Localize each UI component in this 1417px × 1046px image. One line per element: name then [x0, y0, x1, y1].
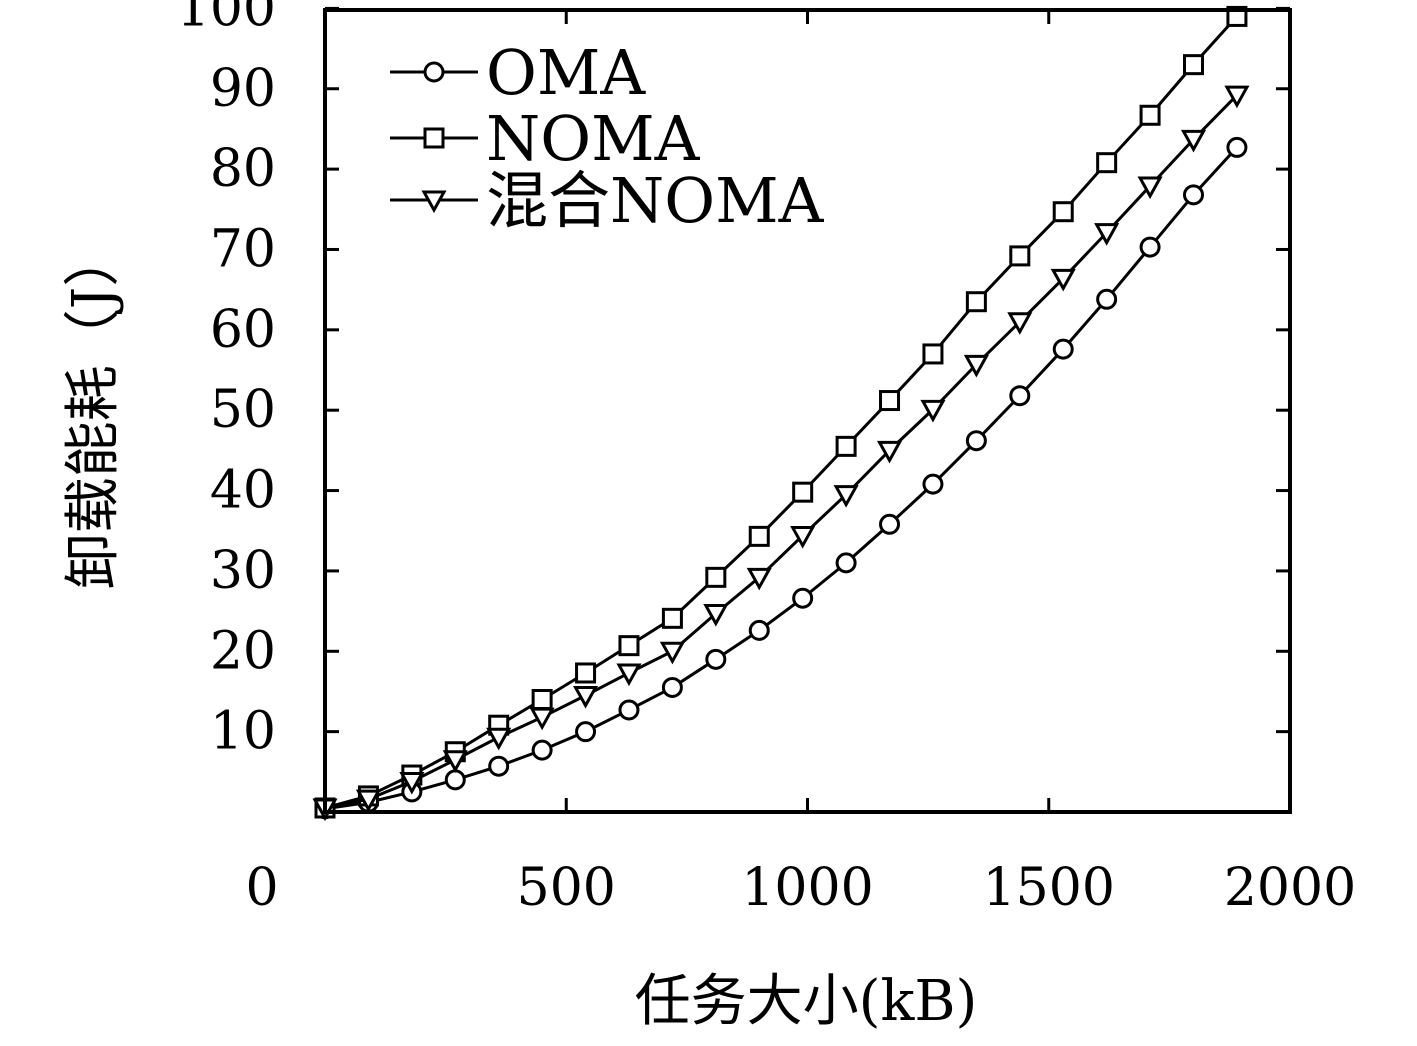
legend-label: OMA: [486, 36, 646, 109]
data-point-triangle-down: [746, 567, 772, 591]
legend-entry: 混合NOMA: [390, 164, 825, 237]
y-axis-title: 卸载能耗（J）: [61, 231, 126, 589]
legend-marker-square: [423, 127, 445, 149]
data-point-circle: [1052, 338, 1074, 360]
y-tick-label: 70: [210, 219, 276, 279]
data-point-triangle-down: [659, 641, 685, 665]
data-point-circle: [444, 769, 466, 791]
y-tick-label: 60: [210, 300, 276, 360]
data-point-triangle-down: [790, 526, 816, 549]
data-point-square: [965, 291, 987, 313]
data-point-square: [618, 635, 640, 657]
y-tick-label: 90: [210, 59, 276, 119]
data-point-triangle-down: [1007, 312, 1033, 335]
x-tick-label: 1500: [983, 858, 1115, 918]
plot-border: [323, 8, 1292, 814]
data-point-triangle-down: [616, 663, 642, 687]
data-point-circle: [1139, 236, 1161, 258]
data-point-triangle-down: [833, 485, 859, 508]
y-tick-label: 30: [210, 541, 276, 601]
data-point-triangle-down: [355, 789, 381, 813]
data-point-circle: [661, 676, 683, 698]
data-point-circle: [965, 430, 987, 452]
data-point-triangle-down: [529, 707, 555, 731]
data-point-triangle-down: [442, 750, 468, 773]
data-point-circle: [922, 473, 944, 495]
data-point-triangle-down: [399, 771, 425, 795]
data-point-circle: [879, 513, 901, 535]
series-square: [314, 5, 1248, 819]
data-point-triangle-down: [703, 604, 729, 627]
data-point-circle: [1096, 288, 1118, 310]
data-point-circle: [575, 721, 597, 743]
data-point-square: [661, 607, 683, 629]
data-point-circle: [705, 648, 727, 670]
data-point-circle: [531, 739, 553, 761]
legend-marker-triangle-down: [421, 190, 447, 214]
axis-ticks: 0 500 1000 1500 2000 10 20 30 40 50 60 70 80 90 100: [177, 0, 1356, 918]
x-tick-label: 500: [517, 858, 616, 918]
data-point-square: [575, 662, 597, 684]
legend-entry: OMA: [390, 36, 646, 109]
data-point-triangle-down: [963, 354, 989, 378]
data-point-square: [835, 435, 857, 457]
legend-marker-circle: [423, 61, 445, 83]
data-point-triangle-down: [1180, 129, 1207, 153]
y-tick-label: 80: [210, 139, 276, 199]
y-tick-label: 50: [210, 380, 276, 440]
data-point-triangle-down: [1137, 176, 1163, 200]
y-tick-label: 10: [210, 702, 276, 762]
legend-entry: NOMA: [390, 102, 701, 175]
data-point-triangle-down: [920, 399, 946, 423]
data-point-triangle-down: [1050, 268, 1076, 292]
data-point-square: [1183, 54, 1204, 76]
data-point-square: [748, 525, 770, 547]
series-triangle-down: [312, 85, 1250, 822]
plot-marks: [312, 5, 1250, 822]
legend-label: 混合NOMA: [486, 164, 825, 237]
data-point-triangle-down: [486, 727, 512, 751]
x-tick-label: 0: [245, 858, 278, 918]
data-point-square: [705, 566, 727, 588]
y-tick-label: 100: [177, 0, 276, 38]
data-point-square: [879, 390, 901, 412]
x-tick-label: 2000: [1224, 858, 1356, 918]
legend-label: NOMA: [486, 102, 701, 175]
data-point-square: [531, 688, 553, 710]
x-tick-label: 1000: [741, 858, 873, 918]
data-point-circle: [1183, 184, 1204, 206]
data-point-triangle-down: [573, 685, 599, 709]
data-point-triangle-down: [1094, 223, 1120, 246]
series-line: [324, 94, 1238, 810]
data-point-circle: [618, 699, 640, 721]
data-point-square: [1009, 245, 1031, 267]
y-tick-label: 40: [210, 461, 276, 521]
data-point-square: [922, 343, 944, 365]
data-point-square: [1096, 152, 1118, 174]
series-line: [324, 15, 1239, 810]
data-point-triangle-down: [876, 440, 903, 464]
data-point-circle: [1226, 136, 1248, 158]
data-point-triangle-down: [1224, 85, 1250, 109]
data-point-circle: [748, 619, 770, 641]
data-point-square: [1139, 104, 1161, 126]
data-point-circle: [792, 587, 814, 609]
data-point-circle: [488, 755, 510, 777]
series-line: [324, 146, 1239, 811]
data-point-square: [792, 481, 814, 503]
plot-frame: [323, 8, 1292, 814]
data-point-circle: [835, 552, 857, 574]
data-point-square: [1052, 201, 1074, 223]
data-point-circle: [1009, 385, 1031, 407]
x-axis-title: 任务大小(kB): [635, 969, 978, 1034]
y-tick-label: 20: [210, 621, 276, 681]
